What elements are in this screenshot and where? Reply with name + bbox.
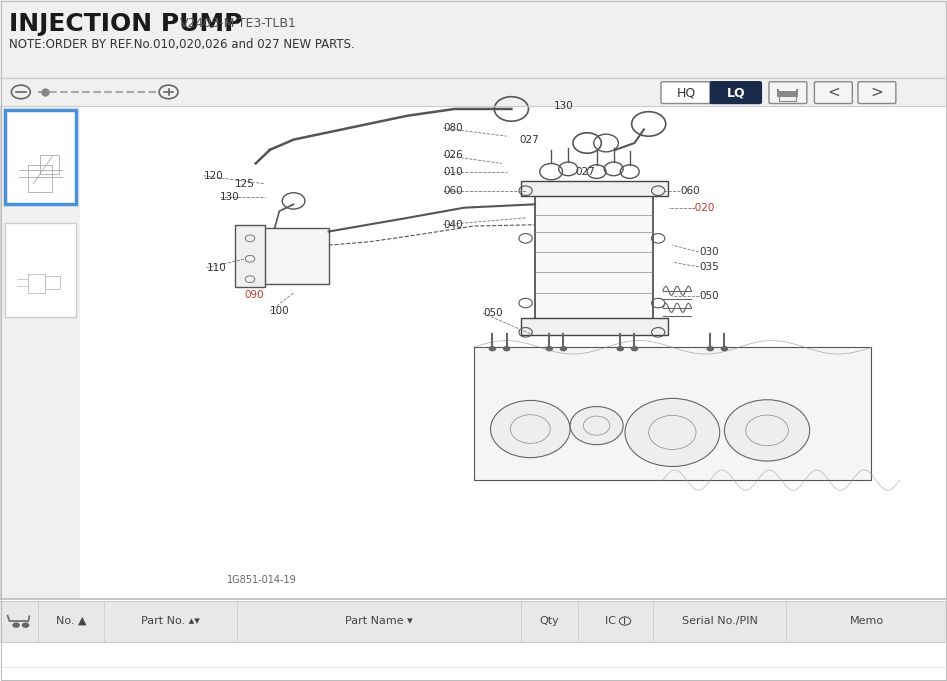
Text: >: >	[870, 85, 884, 100]
Circle shape	[503, 346, 510, 351]
Text: 026: 026	[443, 151, 463, 160]
Text: Memo: Memo	[849, 616, 884, 626]
Text: Qty: Qty	[540, 616, 559, 626]
Bar	[777, 89, 798, 97]
Text: Part No. ▴▾: Part No. ▴▾	[141, 616, 200, 626]
Circle shape	[545, 346, 553, 351]
Bar	[260, 228, 329, 284]
Circle shape	[22, 622, 29, 628]
Circle shape	[616, 346, 624, 351]
Circle shape	[631, 346, 638, 351]
FancyBboxPatch shape	[769, 82, 807, 104]
Text: 100: 100	[270, 306, 290, 316]
Text: V2403-M-TE3-TLB1: V2403-M-TE3-TLB1	[180, 17, 296, 31]
FancyBboxPatch shape	[858, 82, 896, 104]
Bar	[5, 110, 76, 204]
FancyBboxPatch shape	[661, 82, 712, 104]
Text: 130: 130	[220, 193, 240, 202]
Text: 050: 050	[699, 291, 719, 301]
Text: -020: -020	[691, 203, 715, 212]
Bar	[0, 599, 947, 681]
Bar	[521, 181, 668, 196]
Text: 050: 050	[483, 308, 503, 318]
Circle shape	[560, 346, 567, 351]
Text: 027: 027	[519, 135, 539, 144]
Bar	[235, 225, 265, 287]
Text: 1G851-014-19: 1G851-014-19	[227, 575, 297, 585]
Text: 040: 040	[443, 220, 463, 229]
Bar	[0, 601, 947, 642]
Bar	[45, 276, 60, 289]
Bar	[521, 318, 668, 335]
Bar	[0, 78, 947, 106]
Text: 080: 080	[443, 123, 463, 133]
Circle shape	[491, 400, 570, 458]
Text: 030: 030	[699, 247, 719, 257]
Text: No. ▲: No. ▲	[56, 616, 86, 626]
Bar	[5, 223, 76, 317]
Text: Serial No./PIN: Serial No./PIN	[682, 616, 758, 626]
Bar	[28, 165, 52, 192]
Text: LQ: LQ	[726, 86, 745, 99]
Circle shape	[721, 346, 728, 351]
Circle shape	[625, 398, 720, 466]
Text: 120: 120	[204, 171, 223, 180]
FancyBboxPatch shape	[814, 82, 852, 104]
Text: Part Name ▾: Part Name ▾	[345, 616, 413, 626]
Text: INJECTION PUMP: INJECTION PUMP	[9, 12, 242, 36]
Bar	[474, 347, 871, 480]
Bar	[779, 96, 796, 101]
Bar	[28, 274, 45, 293]
Text: 110: 110	[206, 263, 226, 272]
Text: 090: 090	[244, 290, 264, 300]
Text: 125: 125	[235, 179, 255, 189]
Circle shape	[489, 346, 496, 351]
Text: NOTE:ORDER BY REF.No.010,020,026 and 027 NEW PARTS.: NOTE:ORDER BY REF.No.010,020,026 and 027…	[9, 37, 355, 51]
Text: IC  i: IC i	[605, 616, 626, 626]
Bar	[0, 0, 947, 78]
Bar	[80, 106, 947, 599]
Text: 130: 130	[554, 101, 574, 110]
Bar	[535, 194, 653, 320]
Text: 035: 035	[699, 262, 719, 272]
Bar	[0, 106, 80, 599]
Text: <: <	[827, 85, 840, 100]
Text: HQ: HQ	[677, 86, 696, 99]
Circle shape	[706, 346, 714, 351]
Bar	[40, 155, 59, 174]
FancyBboxPatch shape	[710, 82, 761, 104]
Circle shape	[12, 622, 20, 628]
Text: 060: 060	[680, 186, 700, 195]
Text: 027: 027	[576, 167, 596, 176]
Circle shape	[570, 407, 623, 445]
Text: 060: 060	[443, 186, 463, 195]
Circle shape	[724, 400, 810, 461]
Bar	[779, 88, 796, 91]
Text: 010: 010	[443, 167, 463, 176]
